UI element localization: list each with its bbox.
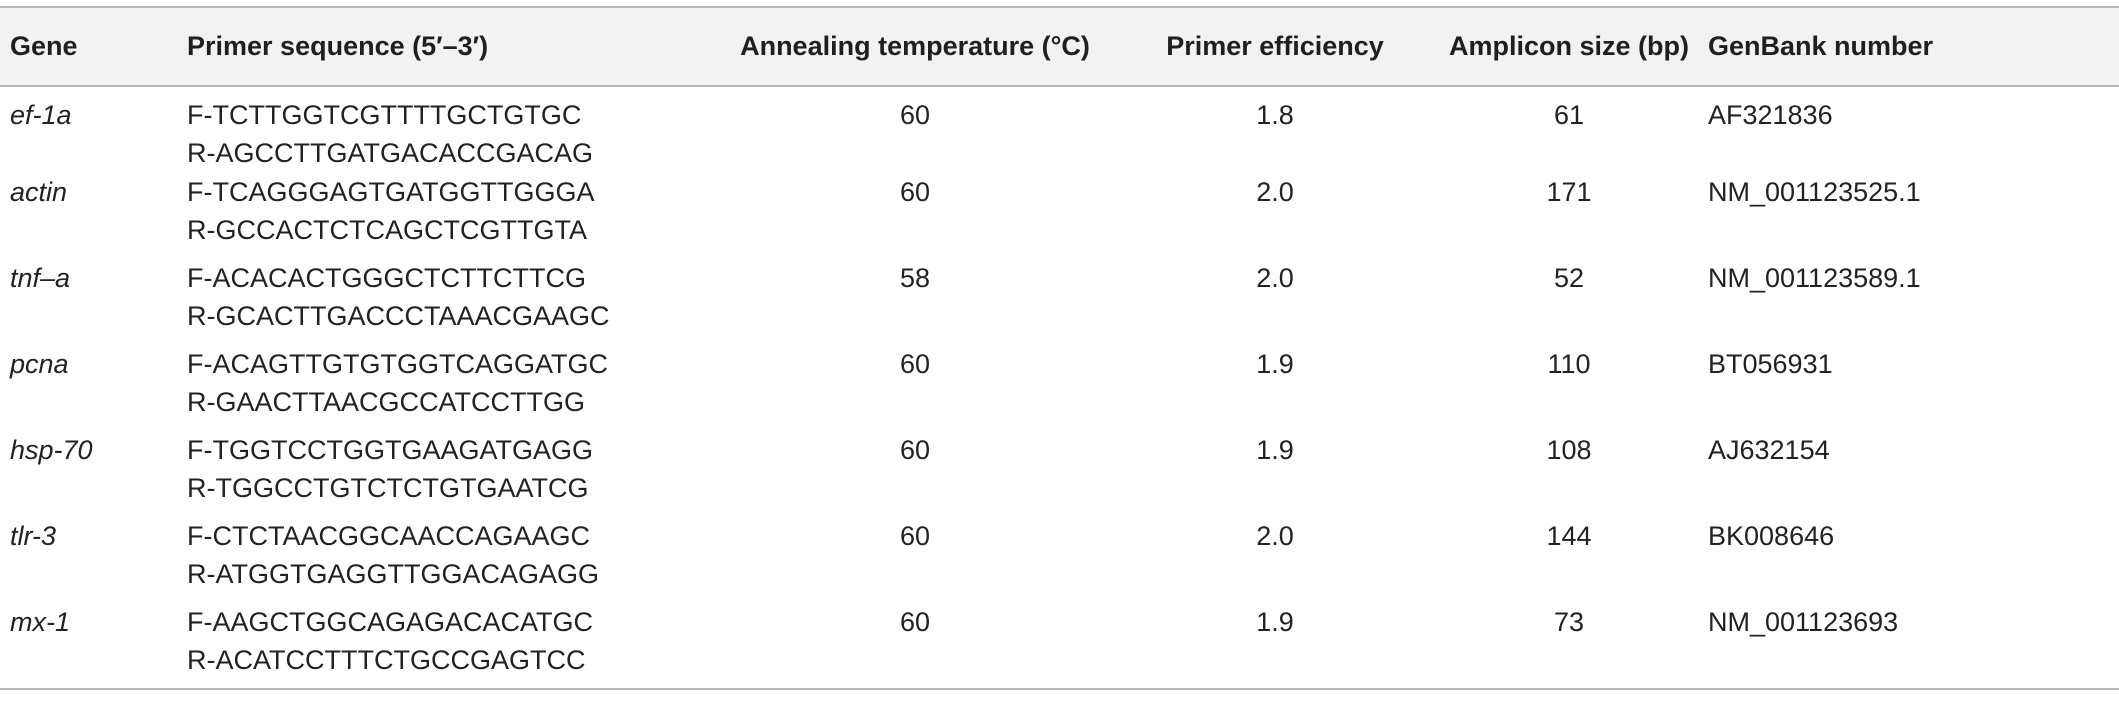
annealing-temperature-cell: 60	[899, 349, 931, 379]
annealing-temperature-cell: 60	[899, 100, 931, 130]
header-primer-sequence: Primer sequence (5′–3′)	[187, 6, 710, 87]
reverse-primer: R-AGCCTTGATGACACCGACAG	[187, 138, 594, 168]
primer-sequence-cell: F-TCAGGGAGTGATGGTTGGGA R-GCCACTCTCAGCTCGT…	[187, 173, 710, 259]
reverse-primer: R-TGGCCTGTCTCTGTGAATCG	[187, 473, 589, 503]
amplicon-size-cell: 108	[1546, 435, 1592, 465]
primer-efficiency-cell: 2.0	[1256, 521, 1294, 551]
table-row: hsp-70 F-TGGTCCTGGTGAAGATGAGG R-TGGCCTGTCT…	[0, 431, 2119, 517]
genbank-number-cell: BT056931	[1708, 349, 1833, 379]
table-row: mx-1 F-AAGCTGGCAGAGACACATGC R-ACATCCTTTCTG…	[0, 603, 2119, 690]
genbank-number-cell: BK008646	[1708, 521, 1835, 551]
table-body: ef-1a F-TCTTGGTCGTTTTGCTGTGC R-AGCCTTGATGA…	[0, 86, 2119, 690]
reverse-primer: R-GCACTTGACCCTAAACGAAGC	[187, 301, 610, 331]
annealing-temperature-cell: 60	[899, 521, 931, 551]
amplicon-size-cell: 110	[1547, 349, 1591, 379]
primer-sequence-cell: F-CTCTAACGGCAACCAGAAGC R-ATGGTGAGGTTGGACA…	[187, 517, 710, 603]
forward-primer: F-TGGTCCTGGTGAAGATGAGG	[187, 435, 593, 465]
forward-primer: F-TCTTGGTCGTTTTGCTGTGC	[187, 100, 582, 130]
header-primer-efficiency: Primer efficiency	[1120, 6, 1430, 87]
table-row: ef-1a F-TCTTGGTCGTTTTGCTGTGC R-AGCCTTGATGA…	[0, 86, 2119, 173]
amplicon-size-cell: 61	[1553, 100, 1585, 130]
forward-primer: F-AAGCTGGCAGAGACACATGC	[187, 607, 594, 637]
forward-primer: F-ACAGTTGTGTGGTCAGGATGC	[187, 349, 608, 379]
genbank-number-cell: NM_001123693	[1708, 603, 2119, 690]
genbank-number-cell: AJ632154	[1708, 435, 1830, 465]
header-row: Gene Primer sequence (5′–3′) Annealing t…	[0, 6, 2119, 87]
header-genbank-number: GenBank number	[1708, 6, 2119, 87]
reverse-primer: R-GAACTTAACGCCATCCTTGG	[187, 387, 585, 417]
table-row: tnf–a F-ACACACTGGGCTCTTCTTCG R-GCACTTGACCC…	[0, 259, 2119, 345]
primer-sequence-cell: F-ACAGTTGTGTGGTCAGGATGC R-GAACTTAACGCCATC…	[187, 345, 710, 431]
gene-cell: tnf–a	[10, 263, 71, 293]
genbank-number-cell: AF321836	[1708, 100, 1833, 130]
gene-cell: hsp-70	[10, 435, 93, 465]
annealing-temperature-cell: 60	[899, 177, 931, 207]
table-header: Gene Primer sequence (5′–3′) Annealing t…	[0, 6, 2119, 87]
table-row: actin F-TCAGGGAGTGATGGTTGGGA R-GCCACTCTCAG…	[0, 173, 2119, 259]
gene-cell: tlr-3	[10, 521, 57, 551]
primer-efficiency-cell: 1.9	[1256, 435, 1294, 465]
primer-table: Gene Primer sequence (5′–3′) Annealing t…	[0, 6, 2119, 690]
header-gene: Gene	[0, 6, 187, 87]
table-row: tlr-3 F-CTCTAACGGCAACCAGAAGC R-ATGGTGAGGTT…	[0, 517, 2119, 603]
amplicon-size-cell: 144	[1546, 521, 1592, 551]
primer-efficiency-cell: 2.0	[1256, 177, 1294, 207]
forward-primer: F-CTCTAACGGCAACCAGAAGC	[187, 521, 591, 551]
header-annealing-temperature: Annealing temperature (°C)	[710, 6, 1120, 87]
primer-efficiency-cell: 1.9	[1120, 603, 1430, 690]
forward-primer: F-TCAGGGAGTGATGGTTGGGA	[187, 177, 595, 207]
gene-cell: actin	[10, 177, 68, 207]
primer-efficiency-cell: 1.8	[1256, 100, 1294, 130]
amplicon-size-cell: 52	[1553, 263, 1585, 293]
primer-sequence-cell: F-TGGTCCTGGTGAAGATGAGG R-TGGCCTGTCTCTGTGA…	[187, 431, 710, 517]
primer-efficiency-cell: 1.9	[1256, 349, 1294, 379]
reverse-primer: R-ATGGTGAGGTTGGACAGAGG	[187, 559, 600, 589]
gene-cell: ef-1a	[10, 100, 72, 130]
forward-primer: F-ACACACTGGGCTCTTCTTCG	[187, 263, 586, 293]
table-row: pcna F-ACAGTTGTGTGGTCAGGATGC R-GAACTTAACGC…	[0, 345, 2119, 431]
genbank-number-cell: NM_001123589.1	[1708, 263, 1921, 293]
primer-sequence-cell: F-ACACACTGGGCTCTTCTTCG R-GCACTTGACCCTAAAC…	[187, 259, 710, 345]
gene-cell: mx-1	[0, 603, 187, 690]
annealing-temperature-cell: 58	[899, 263, 931, 293]
annealing-temperature-cell: 60	[899, 435, 931, 465]
annealing-temperature-cell: 60	[710, 603, 1120, 690]
header-amplicon-size: Amplicon size (bp)	[1430, 6, 1708, 87]
gene-cell: pcna	[10, 349, 69, 379]
reverse-primer: R-GCCACTCTCAGCTCGTTGTA	[187, 215, 587, 245]
genbank-number-cell: NM_001123525.1	[1708, 177, 1921, 207]
amplicon-size-cell: 171	[1546, 177, 1592, 207]
primer-efficiency-cell: 2.0	[1256, 263, 1294, 293]
reverse-primer: R-ACATCCTTTCTGCCGAGTCC	[187, 645, 586, 675]
primer-sequence-cell: F-AAGCTGGCAGAGACACATGC R-ACATCCTTTCTGCCGA…	[187, 603, 710, 690]
primer-sequence-cell: F-TCTTGGTCGTTTTGCTGTGC R-AGCCTTGATGACACCG…	[187, 86, 710, 173]
amplicon-size-cell: 73	[1430, 603, 1708, 690]
